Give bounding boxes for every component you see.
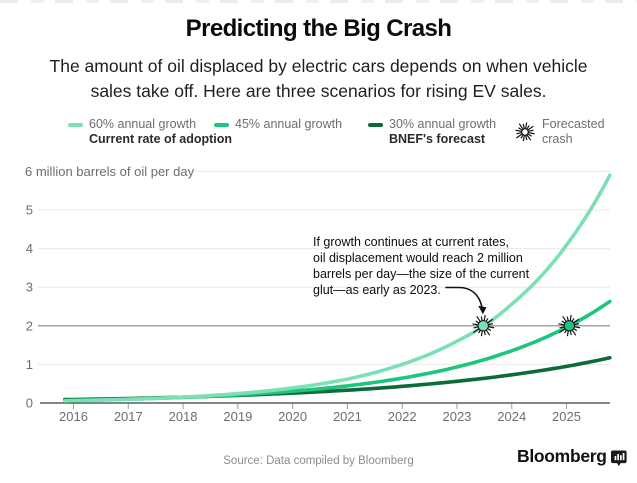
svg-text:2020: 2020 bbox=[278, 409, 307, 424]
legend-swatch-45pct-icon bbox=[214, 123, 229, 127]
svg-text:3: 3 bbox=[26, 280, 33, 295]
legend-label-60pct: 60% annual growth bbox=[89, 117, 197, 131]
legend-sublabel-30pct: BNEF's forecast bbox=[389, 132, 486, 146]
legend-label-30pct: 30% annual growth bbox=[389, 117, 497, 131]
legend-sublabel-crash: crash bbox=[542, 132, 573, 146]
bloomberg-logo: Bloomberg bbox=[517, 446, 627, 467]
bloomberg-wordmark: Bloomberg bbox=[517, 446, 607, 466]
svg-text:2024: 2024 bbox=[497, 409, 526, 424]
svg-text:2018: 2018 bbox=[169, 409, 198, 424]
chart-title: Predicting the Big Crash bbox=[185, 15, 452, 42]
chart-subtitle-line2: sales take off. Here are three scenarios… bbox=[90, 81, 547, 101]
svg-text:2019: 2019 bbox=[223, 409, 252, 424]
legend-label-45pct: 45% annual growth bbox=[235, 117, 343, 131]
svg-text:5: 5 bbox=[26, 203, 33, 218]
cropped-top-edge-artifact bbox=[0, 0, 637, 3]
bloomberg-bubble-chart-icon bbox=[610, 450, 627, 466]
crash-starburst-icon bbox=[515, 122, 535, 142]
svg-text:2017: 2017 bbox=[114, 409, 143, 424]
svg-text:1: 1 bbox=[26, 357, 33, 372]
legend-label-forecasted: Forecasted bbox=[542, 117, 605, 131]
svg-text:2023: 2023 bbox=[442, 409, 471, 424]
svg-text:4: 4 bbox=[26, 241, 33, 256]
svg-text:2: 2 bbox=[26, 318, 33, 333]
chart-subtitle-line1: The amount of oil displaced by electric … bbox=[49, 56, 588, 76]
legend-sublabel-60pct: Current rate of adoption bbox=[89, 132, 233, 146]
svg-text:2025: 2025 bbox=[552, 409, 581, 424]
source-credit: Source: Data compiled by Bloomberg bbox=[223, 455, 414, 467]
svg-text:6 million barrels of oil per d: 6 million barrels of oil per day bbox=[25, 164, 195, 179]
legend-swatch-60pct-icon bbox=[68, 123, 83, 127]
chart-legend: 60% annual growth Current rate of adopti… bbox=[0, 117, 637, 153]
legend-item-forecasted-crash: Forecasted crash bbox=[512, 117, 605, 147]
legend-item-60pct-growth: 60% annual growth Current rate of adopti… bbox=[68, 117, 232, 147]
svg-text:2022: 2022 bbox=[388, 409, 417, 424]
svg-text:2016: 2016 bbox=[59, 409, 88, 424]
svg-text:2021: 2021 bbox=[333, 409, 362, 424]
legend-swatch-30pct-icon bbox=[368, 123, 383, 127]
chart-subtitle: The amount of oil displaced by electric … bbox=[0, 54, 637, 104]
legend-item-45pct-growth: 45% annual growth bbox=[214, 117, 342, 132]
svg-text:0: 0 bbox=[26, 396, 33, 411]
legend-item-30pct-growth: 30% annual growth BNEF's forecast bbox=[368, 117, 496, 147]
